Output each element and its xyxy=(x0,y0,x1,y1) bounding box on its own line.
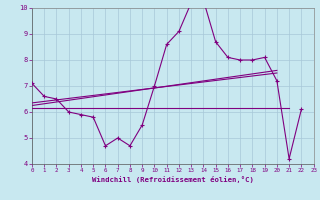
X-axis label: Windchill (Refroidissement éolien,°C): Windchill (Refroidissement éolien,°C) xyxy=(92,176,254,183)
